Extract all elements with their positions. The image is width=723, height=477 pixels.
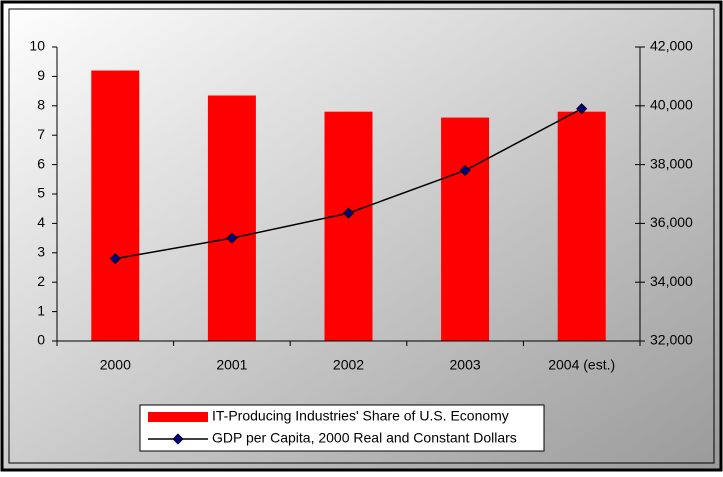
legend-label: IT-Producing Industries' Share of U.S. E… — [212, 408, 509, 424]
y-tick-label: 10 — [29, 38, 45, 54]
legend-swatch — [148, 412, 208, 422]
y-tick-label: 7 — [37, 126, 45, 142]
bar — [557, 111, 606, 342]
y2-tick-label: 36,000 — [650, 214, 693, 230]
bar — [91, 70, 140, 342]
y-tick-label: 6 — [37, 155, 45, 171]
y-tick-label: 9 — [37, 67, 45, 83]
marker — [459, 164, 471, 177]
x-tick-label: 2000 — [100, 357, 131, 373]
bar — [207, 95, 256, 341]
y-tick-label: 1 — [37, 302, 45, 318]
x-tick-label: 2003 — [450, 357, 481, 373]
y2-tick-label: 42,000 — [650, 38, 693, 54]
y2-tick-label: 34,000 — [650, 273, 693, 289]
marker — [226, 232, 238, 244]
y2-tick-label: 32,000 — [650, 332, 693, 348]
x-tick-label: 2001 — [216, 357, 247, 373]
marker — [109, 253, 121, 265]
inner-frame — [8, 8, 715, 464]
bar — [441, 117, 490, 341]
marker — [576, 103, 588, 115]
y-tick-label: 4 — [37, 214, 45, 230]
legend-label: GDP per Capita, 2000 Real and Constant D… — [212, 430, 517, 446]
y-tick-label: 2 — [37, 273, 45, 289]
bar — [324, 111, 373, 342]
legend-marker — [172, 433, 184, 445]
y-tick-label: 5 — [37, 185, 45, 201]
y-tick-label: 3 — [37, 244, 45, 260]
x-tick-label: 2004 (est.) — [548, 357, 615, 373]
y2-tick-label: 38,000 — [650, 155, 693, 171]
y2-tick-label: 40,000 — [650, 97, 693, 113]
y-tick-label: 0 — [37, 332, 45, 348]
y-tick-label: 8 — [37, 97, 45, 113]
x-tick-label: 2002 — [333, 357, 364, 373]
marker — [342, 207, 355, 219]
